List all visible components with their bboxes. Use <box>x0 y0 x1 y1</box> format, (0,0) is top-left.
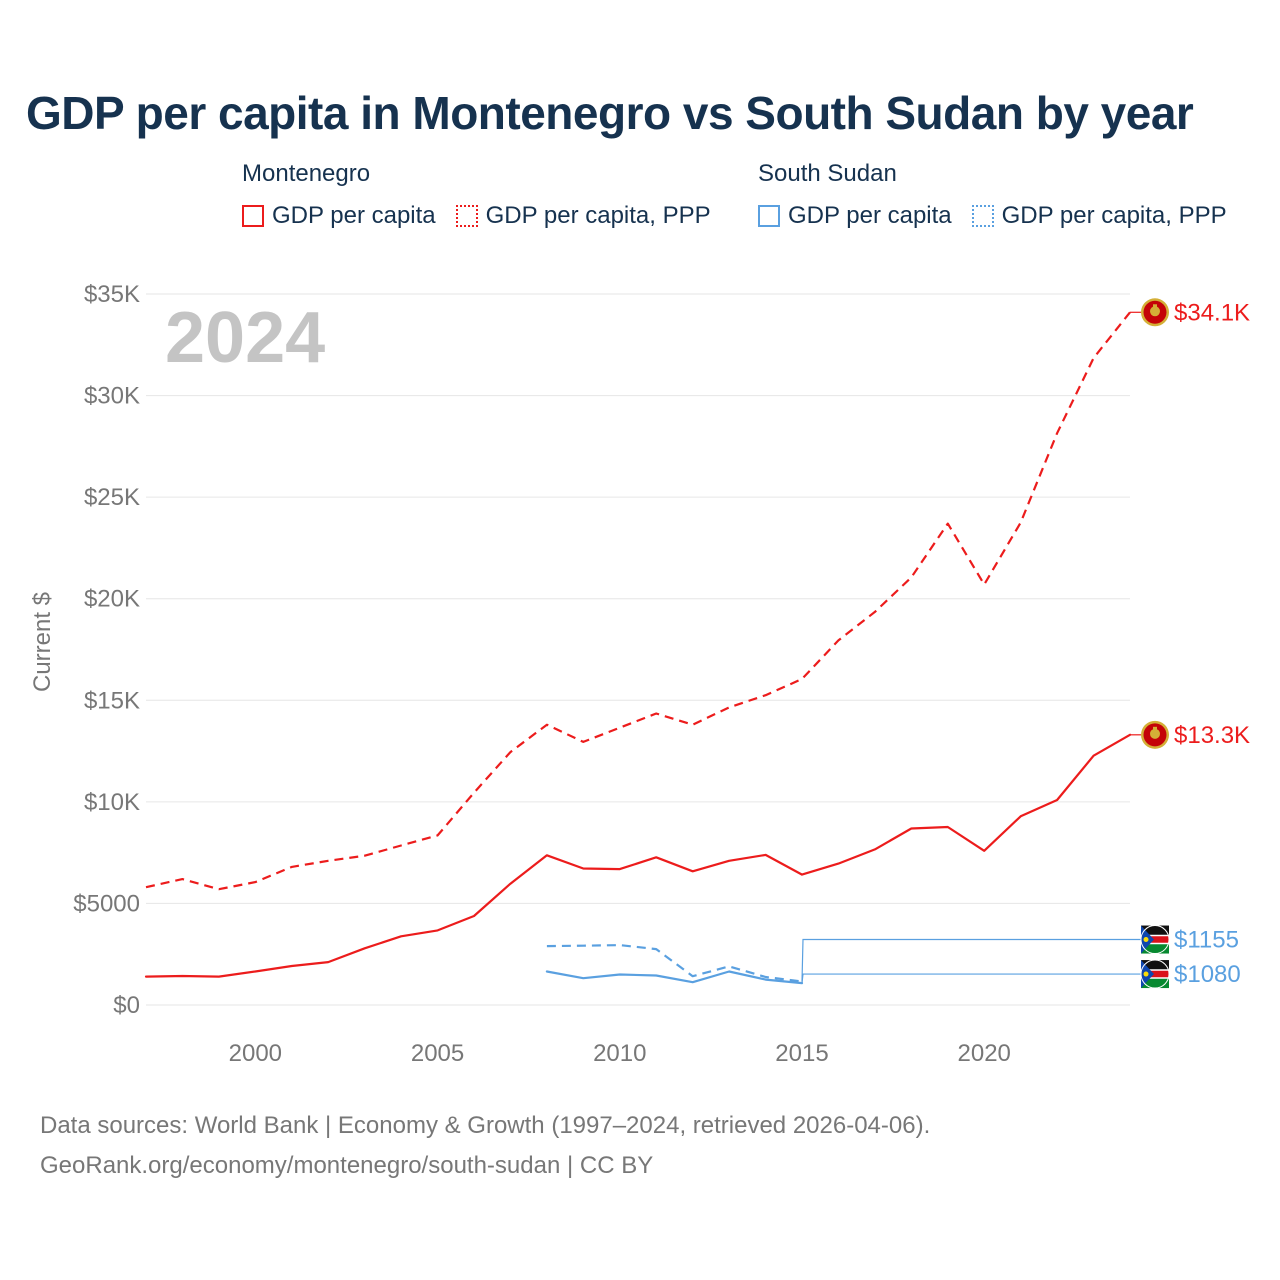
year-watermark: 2024 <box>165 298 325 378</box>
y-tick-label: $15K <box>84 687 140 714</box>
y-tick-label: $35K <box>84 281 140 308</box>
end-value-label: $1080 <box>1174 961 1241 988</box>
south-sudan-flag-icon <box>1140 959 1170 989</box>
flag-ring <box>1140 925 1170 955</box>
y-tick-label: $30K <box>84 383 140 410</box>
montenegro-flag-icon <box>1141 298 1169 327</box>
legend-swatch-dotted <box>971 205 994 227</box>
end-value-label: $34.1K <box>1174 299 1250 326</box>
legend-label: GDP per capita, PPP <box>485 202 711 229</box>
y-tick-label: $10K <box>84 789 140 816</box>
callout-connector <box>801 938 1141 982</box>
legend-group-name: Montenegro <box>242 160 371 187</box>
line-chart: 2024 Current $ $0 $5000 $10K $15K $20K $25K $3… <box>29 281 1250 1067</box>
x-tick-label: 2020 <box>958 1040 1011 1067</box>
legend-group-name: South Sudan <box>758 160 897 187</box>
end-value-label: $13.3K <box>1174 722 1250 749</box>
legend-swatch-solid <box>242 205 264 227</box>
end-value-label: $1155 <box>1174 927 1239 954</box>
y-tick-label: $20K <box>84 586 140 613</box>
y-tick-label: $0 <box>113 992 140 1019</box>
callout-connector <box>801 973 1141 984</box>
legend-swatch-dotted <box>455 205 478 227</box>
footer-sources: Data sources: World Bank | Economy & Gro… <box>40 1112 931 1139</box>
legend-label: GDP per capita <box>788 202 952 229</box>
legend-group-south-sudan: South Sudan GDP per capita GDP per capit… <box>758 160 1227 230</box>
series-line-south-sudan-gdp-per-capita <box>545 970 804 985</box>
series-line-south-sudan-gdp-per-capita-ppp <box>546 943 803 983</box>
legend-label: GDP per capita <box>272 202 436 229</box>
footer-link[interactable]: GeoRank.org/economy/montenegro/south-sud… <box>40 1152 654 1179</box>
flag-crown <box>1153 304 1157 309</box>
x-tick-label: 2000 <box>229 1040 282 1067</box>
south-sudan-flag-icon <box>1140 925 1170 955</box>
legend-swatch-solid <box>758 205 780 227</box>
flag-stripe-black <box>1141 960 1169 971</box>
flag-ring <box>1140 959 1170 989</box>
x-tick-label: 2005 <box>411 1040 464 1067</box>
series-line-montenegro-gdp-per-capita-ppp <box>145 311 1131 891</box>
y-tick-label: $25K <box>84 484 140 511</box>
series-line-montenegro-gdp-per-capita <box>144 733 1132 978</box>
legend-item-south-sudan-gdp[interactable]: GDP per capita <box>758 202 952 230</box>
footer: Data sources: World Bank | Economy & Gro… <box>40 1106 930 1186</box>
flag-emblem <box>1150 728 1160 739</box>
legend-item-south-sudan-gdp-ppp[interactable]: GDP per capita, PPP <box>971 202 1227 230</box>
flag-star <box>1143 971 1149 977</box>
x-tick-label: 2015 <box>775 1040 828 1067</box>
flag-stripe-green <box>1141 978 1169 989</box>
x-tick-label: 2010 <box>593 1040 646 1067</box>
legend-item-montenegro-gdp-ppp[interactable]: GDP per capita, PPP <box>455 202 711 230</box>
flag-stripe-red <box>1141 935 1169 944</box>
flag-stripe-red <box>1141 970 1169 979</box>
chart-title: GDP per capita in Montenegro vs South Su… <box>26 87 1194 139</box>
flag-star <box>1143 937 1149 943</box>
legend-label: GDP per capita, PPP <box>1001 202 1227 229</box>
y-tick-label: $5000 <box>73 890 140 917</box>
flag-stripe-black <box>1141 925 1169 936</box>
legend-group-montenegro: Montenegro GDP per capita GDP per capita… <box>242 160 711 230</box>
flag-crown <box>1153 726 1157 731</box>
flag-emblem <box>1150 306 1160 317</box>
flag-stripe-green <box>1141 943 1169 954</box>
legend-item-montenegro-gdp[interactable]: GDP per capita <box>242 202 436 230</box>
montenegro-flag-icon <box>1141 720 1169 749</box>
y-axis-label: Current $ <box>29 592 56 692</box>
